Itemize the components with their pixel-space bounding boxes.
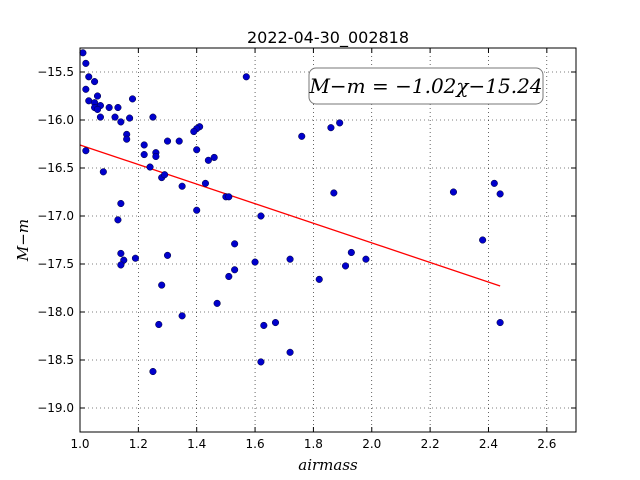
data-point [91, 78, 99, 86]
data-point [93, 105, 102, 113]
data-point [298, 132, 306, 140]
equation-box [308, 67, 544, 105]
data-point [330, 189, 338, 197]
data-point [225, 272, 233, 281]
data-point [99, 168, 107, 176]
chart-title: 2022-04-30_002818 [247, 28, 409, 48]
data-point [117, 199, 125, 208]
data-point [123, 135, 131, 143]
data-point [82, 59, 90, 67]
data-point [128, 95, 137, 103]
data-point [225, 193, 233, 201]
x-tick-label: 2.0 [362, 437, 381, 451]
data-point [242, 73, 250, 81]
data-point [175, 137, 183, 145]
y-tick-label: −16.0 [37, 113, 74, 127]
data-point [204, 156, 212, 164]
data-points [79, 49, 504, 376]
data-point [96, 113, 104, 121]
data-point [257, 212, 265, 220]
axis-ticks: 1.0 1.2 1.4 1.6 1.8 2.0 2.2 2.4 2.6 −15.5 −16.0 −16… [37, 48, 576, 451]
data-point [315, 275, 323, 283]
data-point [155, 320, 163, 329]
data-point [213, 299, 221, 307]
data-point [336, 119, 344, 127]
data-point [149, 367, 157, 376]
data-point [163, 251, 172, 259]
data-point [114, 216, 122, 224]
data-point [231, 266, 239, 274]
y-tick-label: −16.5 [37, 161, 74, 175]
data-point [449, 188, 458, 196]
y-tick-label: −18.5 [37, 353, 74, 367]
equation-text: M−m = −1.02χ−15.24 [308, 74, 542, 98]
x-tick-label: 1.6 [246, 437, 265, 451]
data-point [271, 319, 280, 327]
data-point [341, 262, 350, 270]
x-tick-label: 1.4 [187, 437, 206, 451]
data-point [114, 103, 122, 112]
data-point [82, 147, 90, 155]
x-tick-label: 2.2 [421, 437, 440, 451]
data-point [117, 118, 125, 126]
data-point [286, 255, 294, 263]
fit-line-group [79, 144, 501, 287]
data-point [79, 49, 87, 57]
x-tick-label: 1.0 [70, 437, 89, 451]
data-point [347, 248, 355, 257]
data-point [490, 179, 498, 187]
data-point [496, 190, 504, 198]
x-axis-label: airmass [298, 456, 358, 474]
data-point [117, 261, 125, 269]
data-point [131, 254, 139, 262]
y-tick-label: −17.5 [37, 257, 74, 271]
fit-line [79, 144, 501, 287]
data-point [117, 249, 125, 257]
y-axis-label: M−m [14, 219, 32, 262]
data-point [111, 113, 119, 121]
x-tick-label: 2.6 [537, 437, 556, 451]
equation-annotation: M−m = −1.02χ−15.24 [308, 67, 544, 105]
data-point [286, 348, 294, 356]
data-point [126, 114, 134, 122]
data-point [327, 124, 335, 132]
data-point [479, 236, 487, 244]
data-point [178, 312, 186, 320]
data-point [146, 163, 154, 171]
data-point [201, 179, 210, 187]
data-point [231, 240, 239, 248]
data-point [251, 258, 259, 266]
data-point [93, 92, 102, 100]
data-point [140, 141, 148, 149]
plot-frame [79, 47, 577, 433]
data-point [178, 182, 186, 190]
x-tick-label: 1.8 [304, 437, 323, 451]
data-point [140, 151, 148, 159]
data-point [362, 255, 370, 263]
data-point [149, 113, 157, 121]
data-point [193, 206, 201, 214]
data-point [496, 319, 504, 327]
data-point [161, 171, 169, 179]
x-tick-label: 1.2 [129, 437, 148, 451]
data-point [210, 153, 218, 161]
y-tick-label: −17.0 [37, 209, 74, 223]
data-point [152, 152, 160, 161]
y-tick-label: −19.0 [37, 401, 74, 415]
data-point [158, 281, 166, 289]
data-point [85, 73, 93, 81]
data-point [260, 321, 268, 329]
data-point [193, 146, 201, 154]
data-point [105, 103, 113, 112]
data-point [257, 358, 265, 366]
y-tick-label: −18.0 [37, 305, 74, 319]
data-point [163, 137, 172, 145]
x-tick-label: 2.4 [479, 437, 498, 451]
data-point [190, 127, 198, 136]
y-tick-label: −15.5 [37, 65, 74, 79]
data-point [82, 85, 90, 93]
